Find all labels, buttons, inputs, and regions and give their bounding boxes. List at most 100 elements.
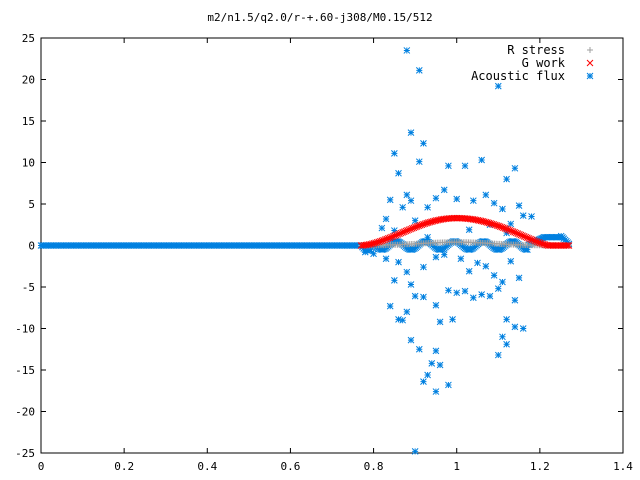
acoustic-flux-point [469, 197, 477, 205]
acoustic-flux-point [436, 361, 444, 369]
acoustic-flux-point [503, 175, 510, 183]
legend-marker [586, 59, 594, 67]
y-tick-label: -10 [15, 323, 35, 336]
g-work-point [544, 242, 552, 249]
g-work-point [549, 242, 557, 249]
acoustic-flux-point [361, 248, 369, 256]
series-acoustic-flux [37, 47, 573, 455]
acoustic-flux-point [511, 238, 518, 246]
acoustic-flux-point [515, 202, 523, 210]
acoustic-flux-point [370, 250, 377, 258]
acoustic-flux-point [465, 267, 473, 275]
g-work-point [548, 242, 555, 249]
acoustic-flux-point [453, 289, 461, 297]
acoustic-flux-point [519, 325, 527, 332]
g-work-point [546, 242, 554, 249]
acoustic-flux-point [415, 158, 423, 166]
acoustic-flux-point [440, 251, 448, 258]
acoustic-flux-point [386, 196, 394, 204]
acoustic-flux-point [438, 246, 445, 253]
acoustic-flux-point [375, 245, 383, 253]
chart-title: m2/n1.5/q2.0/r-+.60-j308/M0.15/512 [207, 11, 432, 24]
acoustic-flux-point [403, 47, 411, 54]
acoustic-flux-point [424, 233, 431, 241]
acoustic-flux-point [411, 292, 419, 300]
acoustic-flux-point [432, 388, 440, 395]
acoustic-flux-point [395, 316, 402, 323]
acoustic-flux-point [494, 82, 502, 90]
acoustic-flux-point [507, 220, 515, 228]
acoustic-flux-point [478, 156, 486, 164]
y-tick-label: 5 [28, 198, 35, 211]
y-tick-label: 15 [22, 115, 35, 128]
acoustic-flux-point [462, 245, 470, 253]
series-g-work [357, 214, 573, 249]
g-work-point [552, 242, 560, 249]
acoustic-flux-point [378, 224, 386, 232]
acoustic-flux-point [511, 296, 519, 304]
acoustic-flux-point [528, 213, 535, 220]
acoustic-flux-point [503, 340, 510, 348]
acoustic-flux-point [503, 316, 510, 323]
x-tick-label: 0.8 [364, 460, 384, 473]
acoustic-flux-point [420, 378, 427, 385]
acoustic-flux-point [494, 285, 502, 293]
legend-marker [586, 72, 594, 80]
y-tick-label: 25 [22, 32, 35, 45]
g-work-point [556, 242, 563, 249]
x-tick-label: 1 [453, 460, 460, 473]
acoustic-flux-point [499, 205, 506, 213]
acoustic-flux-point [407, 197, 415, 205]
acoustic-flux-point [457, 255, 465, 263]
g-work-point [560, 242, 568, 249]
x-tick-label: 0.2 [114, 460, 134, 473]
y-tick-label: 0 [28, 240, 35, 253]
acoustic-flux-point [436, 318, 444, 326]
acoustic-flux-point [382, 215, 390, 223]
g-work-point [452, 214, 459, 222]
y-tick-label: -25 [15, 447, 35, 460]
acoustic-flux-point [511, 323, 519, 331]
legend-marker [587, 47, 593, 53]
acoustic-flux-point [440, 186, 448, 194]
acoustic-flux-point [411, 447, 419, 455]
y-tick-label: -5 [22, 281, 35, 294]
acoustic-flux-point [478, 291, 486, 298]
acoustic-flux-point [399, 316, 407, 324]
acoustic-flux-point [391, 227, 398, 234]
acoustic-flux-point [461, 162, 469, 170]
acoustic-flux-point [474, 259, 481, 267]
acoustic-flux-point [486, 292, 494, 300]
g-work-point [554, 242, 562, 249]
acoustic-flux-point [403, 268, 411, 276]
acoustic-flux-point [424, 371, 431, 379]
x-tick-label: 1.2 [530, 460, 550, 473]
acoustic-flux-point [482, 191, 490, 199]
acoustic-flux-point [386, 302, 394, 310]
g-work-point [551, 242, 558, 249]
series-layer [37, 47, 573, 455]
x-tick-label: 1.4 [613, 460, 633, 473]
acoustic-flux-point [445, 162, 452, 170]
acoustic-flux-point [420, 140, 427, 147]
acoustic-flux-point [499, 333, 506, 341]
acoustic-flux-point [407, 336, 415, 344]
acoustic-flux-point [428, 360, 436, 367]
acoustic-flux-point [407, 129, 415, 136]
x-tick-label: 0.4 [197, 460, 217, 473]
acoustic-flux-point [449, 316, 456, 323]
acoustic-flux-point [445, 286, 452, 294]
acoustic-flux-point [524, 246, 531, 253]
acoustic-flux-point [420, 293, 427, 301]
acoustic-flux-point [432, 347, 440, 355]
acoustic-flux-point [391, 150, 398, 157]
acoustic-flux-point [382, 255, 390, 263]
acoustic-flux-point [420, 263, 427, 271]
acoustic-flux-point [515, 274, 523, 282]
acoustic-flux-point [395, 258, 402, 266]
g-work-point [450, 214, 458, 222]
acoustic-flux-point [415, 345, 423, 353]
